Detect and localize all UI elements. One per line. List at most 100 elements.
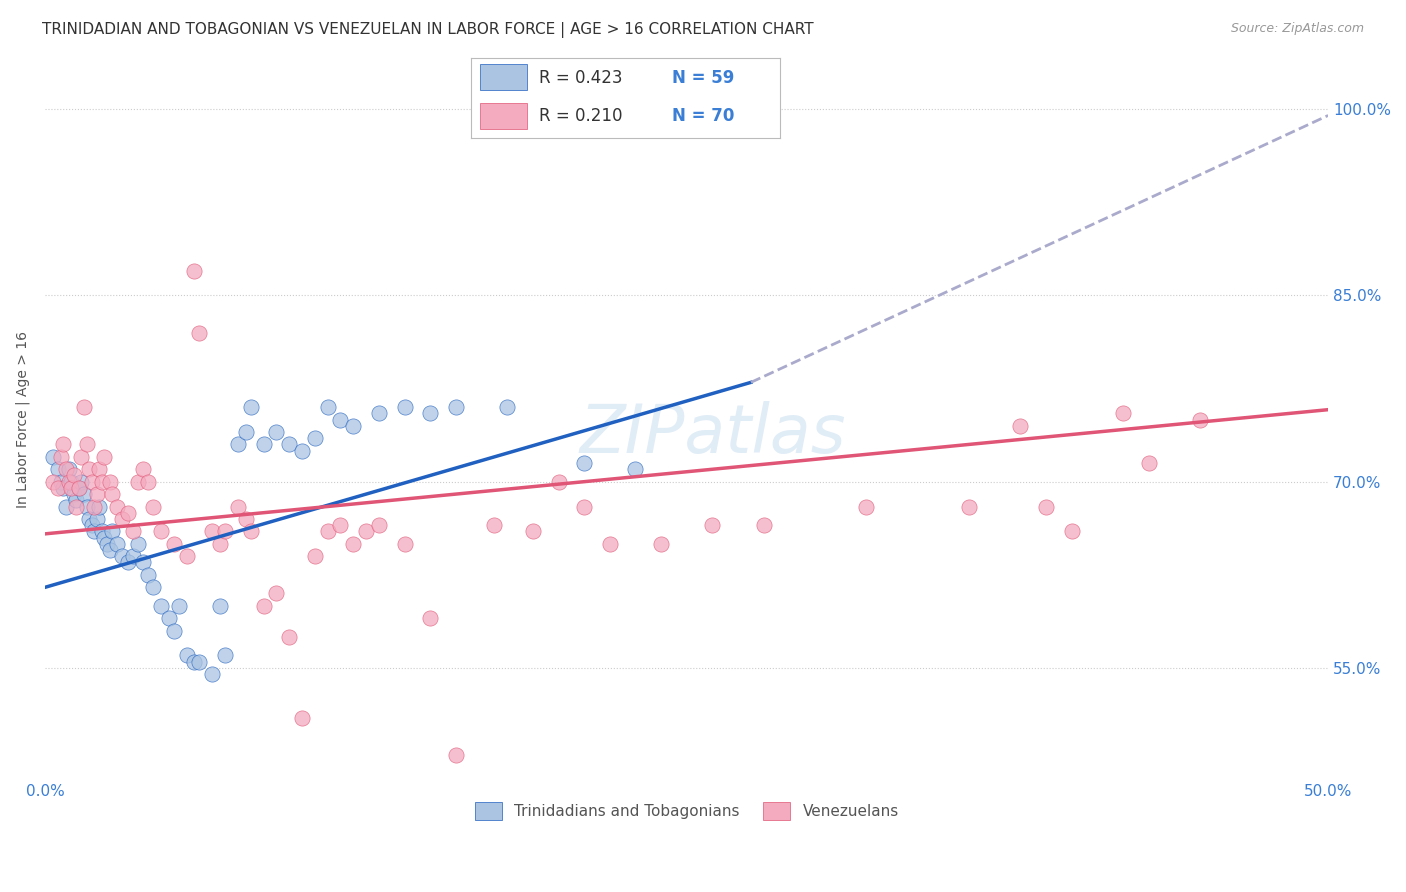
Point — [105, 500, 128, 514]
Point — [90, 475, 112, 489]
Point — [1010, 418, 1032, 433]
Point — [226, 500, 249, 514]
Point — [65, 500, 87, 514]
Point — [58, 475, 80, 489]
Point — [368, 406, 391, 420]
Point — [329, 412, 352, 426]
Point — [55, 500, 77, 514]
Point — [149, 524, 172, 539]
Point — [42, 450, 65, 464]
Text: R = 0.210: R = 0.210 — [538, 107, 623, 125]
Point — [83, 524, 105, 539]
Point — [136, 567, 159, 582]
Point — [60, 475, 83, 489]
Point — [77, 512, 100, 526]
Point — [136, 475, 159, 489]
Point — [354, 524, 377, 539]
Point — [235, 512, 257, 526]
Point — [188, 326, 211, 340]
Point — [117, 506, 139, 520]
Point — [239, 524, 262, 539]
Point — [163, 624, 186, 638]
Point — [201, 524, 224, 539]
Point — [105, 537, 128, 551]
Point — [752, 518, 775, 533]
Point — [176, 549, 198, 563]
Point — [304, 431, 326, 445]
Point — [266, 425, 288, 439]
Point — [176, 648, 198, 663]
Point — [252, 599, 274, 613]
Point — [394, 400, 416, 414]
Point — [142, 580, 165, 594]
Point — [46, 462, 69, 476]
Point — [127, 475, 149, 489]
Point — [67, 481, 90, 495]
Point — [90, 524, 112, 539]
Text: N = 70: N = 70 — [672, 107, 734, 125]
Point — [77, 462, 100, 476]
Bar — [481, 103, 527, 128]
Point — [70, 450, 93, 464]
Point — [1137, 456, 1160, 470]
Point — [444, 400, 467, 414]
Point — [1060, 524, 1083, 539]
Point — [183, 263, 205, 277]
Point — [111, 512, 134, 526]
Point — [111, 549, 134, 563]
Point — [49, 475, 72, 489]
Point — [93, 450, 115, 464]
Point — [132, 555, 155, 569]
Point — [89, 500, 111, 514]
Point — [96, 537, 118, 551]
Point — [394, 537, 416, 551]
Point — [93, 531, 115, 545]
Point — [167, 599, 190, 613]
Text: N = 59: N = 59 — [672, 69, 734, 87]
Text: Source: ZipAtlas.com: Source: ZipAtlas.com — [1230, 22, 1364, 36]
Point — [98, 543, 121, 558]
Point — [235, 425, 257, 439]
Point — [252, 437, 274, 451]
Point — [52, 481, 75, 495]
Point — [214, 648, 236, 663]
Point — [599, 537, 621, 551]
Point — [58, 462, 80, 476]
Point — [52, 437, 75, 451]
Point — [266, 586, 288, 600]
Point — [1188, 412, 1211, 426]
Point — [62, 487, 84, 501]
Point — [121, 524, 143, 539]
Point — [80, 475, 103, 489]
Point — [188, 655, 211, 669]
Point — [208, 599, 231, 613]
Point — [1112, 406, 1135, 420]
Point — [117, 555, 139, 569]
Point — [419, 611, 441, 625]
Point — [278, 437, 301, 451]
Point — [163, 537, 186, 551]
Point — [80, 518, 103, 533]
Point — [127, 537, 149, 551]
Point — [101, 487, 124, 501]
Point — [496, 400, 519, 414]
Text: TRINIDADIAN AND TOBAGONIAN VS VENEZUELAN IN LABOR FORCE | AGE > 16 CORRELATION C: TRINIDADIAN AND TOBAGONIAN VS VENEZUELAN… — [42, 22, 814, 38]
Bar — [481, 64, 527, 90]
Point — [89, 462, 111, 476]
Point — [702, 518, 724, 533]
Point — [316, 524, 339, 539]
Point — [316, 400, 339, 414]
Point — [55, 462, 77, 476]
Point — [62, 468, 84, 483]
Point — [157, 611, 180, 625]
Point — [239, 400, 262, 414]
Point — [342, 537, 364, 551]
Point — [304, 549, 326, 563]
Point — [278, 630, 301, 644]
Point — [624, 462, 647, 476]
Point — [49, 450, 72, 464]
Point — [572, 500, 595, 514]
Point — [419, 406, 441, 420]
Point — [76, 437, 98, 451]
Text: R = 0.423: R = 0.423 — [538, 69, 623, 87]
